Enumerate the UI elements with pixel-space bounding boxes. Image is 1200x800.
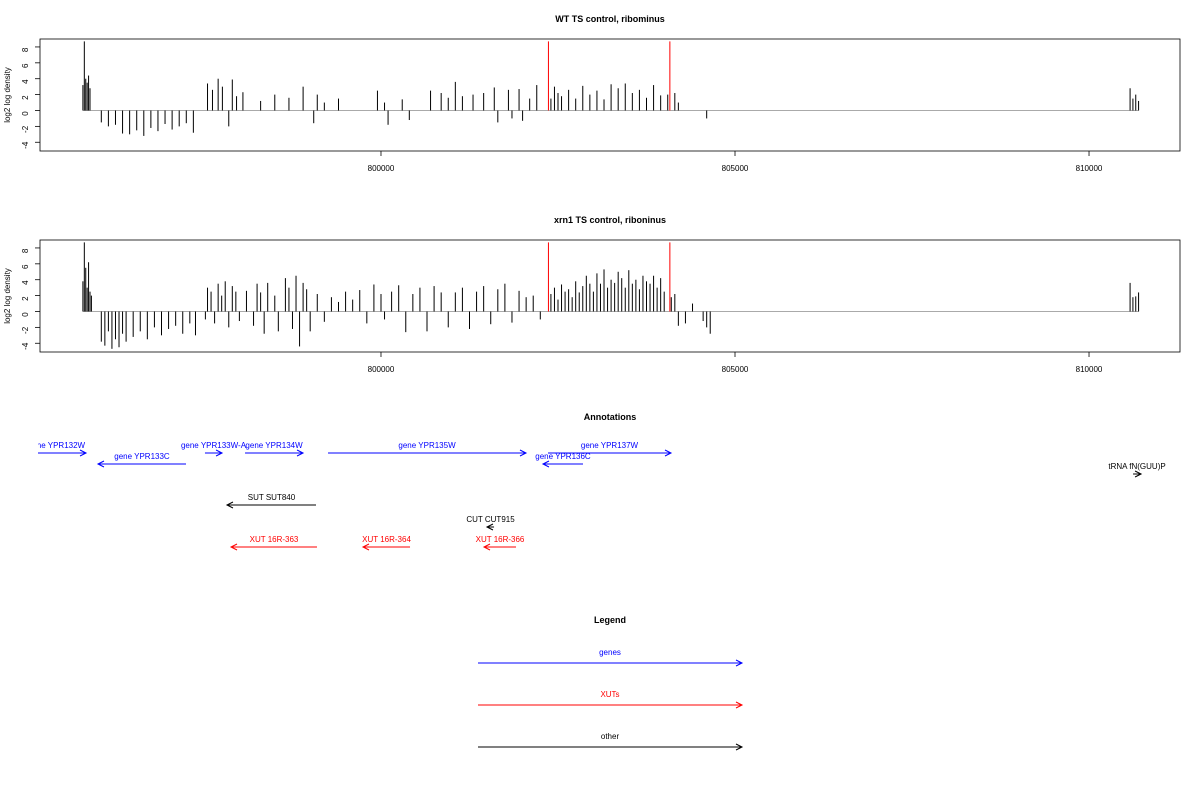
arrow-head (361, 543, 370, 551)
y-tick-label: 4 (21, 79, 30, 84)
y-tick-label: 4 (21, 280, 30, 285)
feature-label: XUT 16R-363 (250, 535, 299, 544)
legend-title: Legend (594, 615, 626, 625)
arrow-head (296, 449, 305, 457)
x-tick-label: 805000 (722, 164, 749, 173)
feature-label: gene YPR137W (581, 441, 639, 450)
legend-label: genes (599, 648, 621, 657)
y-tick-label: -2 (21, 326, 30, 334)
arrow-head (485, 523, 494, 531)
y-tick-label: 8 (21, 248, 30, 253)
y-tick-label: 0 (21, 312, 30, 317)
feature-label: gene YPR132W (28, 441, 86, 450)
arrow-head (735, 701, 744, 709)
legend-label: XUTs (600, 690, 619, 699)
y-tick-label: -4 (21, 141, 30, 149)
arrow-head (229, 543, 238, 551)
y-tick-label: -4 (21, 342, 30, 350)
arrow-head (664, 449, 673, 457)
panel-title: WT TS control, ribominus (555, 14, 665, 24)
feature-label: XUT 16R-364 (362, 535, 411, 544)
arrow-head (482, 543, 491, 551)
arrow-head (735, 659, 744, 667)
plot-frame (39, 38, 1181, 152)
x-tick-label: 800000 (368, 365, 395, 374)
track-panel: xrn1 TS control, riboninus log2 log densi… (3, 215, 1181, 374)
arrow-head (1134, 470, 1143, 478)
panel-title: xrn1 TS control, riboninus (554, 215, 666, 225)
x-tick-label: 810000 (1076, 365, 1103, 374)
arrow-head (541, 460, 550, 468)
arrow-head (735, 743, 744, 751)
x-tick-label: 800000 (368, 164, 395, 173)
feature-label: gene YPR133W-A (181, 441, 247, 450)
y-tick-label: 0 (21, 111, 30, 116)
feature-label: gene YPR135W (398, 441, 456, 450)
x-tick-label: 805000 (722, 365, 749, 374)
y-tick-label: 2 (21, 95, 30, 100)
annotation-track: Annotations gene YPR132W gene YPR133C gene … (28, 412, 1166, 551)
legend: Legend genes XUTs other (478, 615, 744, 751)
x-tick-label: 810000 (1076, 164, 1103, 173)
y-tick-label: 2 (21, 296, 30, 301)
feature-label: tRNA fN(GUU)P (1108, 462, 1165, 471)
feature-label: SUT SUT840 (248, 493, 296, 502)
arrow-head (96, 460, 105, 468)
y-tick-label: -2 (21, 125, 30, 133)
feature-label: CUT CUT915 (466, 515, 515, 524)
legend-label: other (601, 732, 620, 741)
track-panel: WT TS control, ribominus log2 log density… (3, 14, 1181, 173)
arrow-head (225, 501, 234, 509)
arrow-head (79, 449, 88, 457)
y-tick-label: 8 (21, 47, 30, 52)
feature-label: XUT 16R-366 (476, 535, 525, 544)
feature-label: gene YPR134W (245, 441, 303, 450)
annotation-title: Annotations (584, 412, 637, 422)
feature-label: gene YPR133C (114, 452, 170, 461)
plot-frame (39, 239, 1181, 353)
arrow-head (215, 449, 224, 457)
y-axis-label: log2 log density (3, 268, 12, 324)
feature-label: gene YPR136C (535, 452, 591, 461)
y-tick-label: 6 (21, 264, 30, 269)
y-axis-label: log2 log density (3, 67, 12, 123)
y-tick-label: 6 (21, 63, 30, 68)
arrow-head (519, 449, 528, 457)
